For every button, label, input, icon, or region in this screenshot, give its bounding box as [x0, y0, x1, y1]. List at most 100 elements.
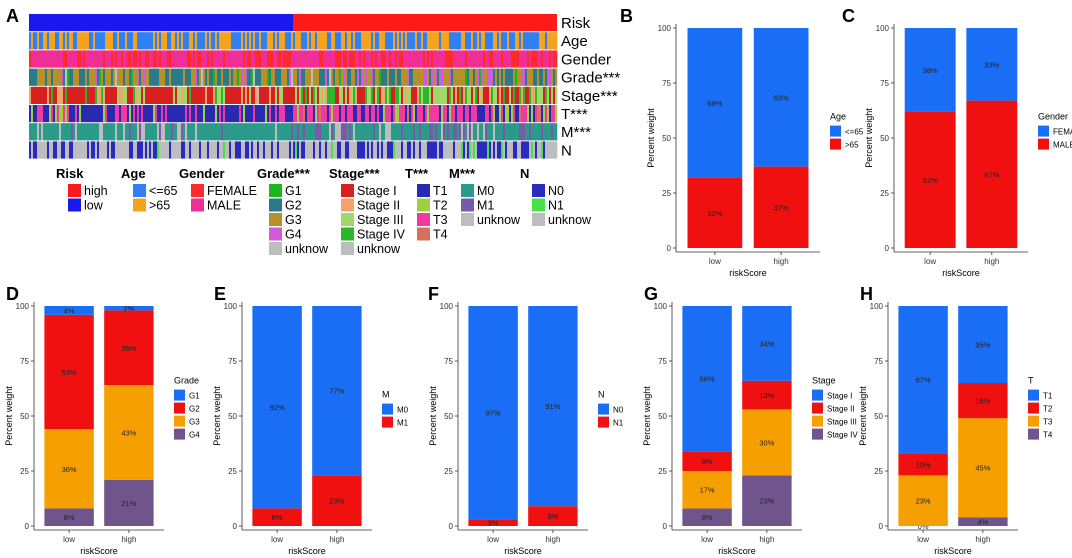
bar-data-label: 23% — [916, 497, 931, 506]
heatmap-cell — [137, 105, 140, 123]
heatmap-cell — [33, 68, 36, 86]
heatmap-cell — [135, 68, 138, 86]
heatmap-cell — [239, 68, 242, 86]
heatmap-cell — [229, 141, 232, 159]
heatmap-cell — [215, 105, 218, 123]
heatmap-cell — [217, 86, 220, 104]
heatmap-cell — [275, 32, 278, 50]
heatmap-cell — [209, 123, 212, 141]
heatmap-cell — [367, 123, 370, 141]
heatmap-cell — [265, 68, 268, 86]
heatmap-cell — [423, 86, 426, 104]
heatmap-cell — [415, 105, 418, 123]
heatmap-cell — [147, 123, 150, 141]
x-axis-label: riskScore — [288, 546, 326, 556]
heatmap-cell — [543, 32, 546, 50]
heatmap-cell — [475, 32, 478, 50]
bar-data-label: 17% — [700, 486, 715, 495]
legend-swatch — [532, 184, 545, 197]
heatmap-cell — [37, 50, 40, 68]
heatmap-cell — [425, 68, 428, 86]
legend-swatch — [269, 242, 282, 255]
heatmap-cell — [189, 141, 192, 159]
heatmap-cell — [183, 105, 186, 123]
heatmap-cell — [395, 123, 398, 141]
heatmap-cell — [29, 141, 32, 159]
heatmap-cell — [499, 32, 502, 50]
heatmap-cell — [489, 32, 492, 50]
heatmap-cell — [43, 105, 46, 123]
heatmap-cell — [301, 68, 304, 86]
heatmap-cell — [143, 68, 146, 86]
y-tick-label: 100 — [870, 302, 884, 311]
heatmap-cell — [255, 68, 258, 86]
heatmap-cell — [201, 105, 204, 123]
bar-data-label: 97% — [486, 409, 501, 418]
heatmap-cell — [289, 86, 292, 104]
heatmap-cell — [141, 68, 144, 86]
heatmap-cell — [465, 32, 468, 50]
heatmap-cell — [185, 105, 188, 123]
heatmap-row-label: Gender — [561, 51, 611, 68]
bar-segment — [687, 28, 743, 178]
heatmap-cell — [119, 123, 122, 141]
heatmap-cell — [411, 86, 414, 104]
heatmap-cell — [299, 105, 302, 123]
bar-data-label: 63% — [774, 93, 789, 102]
heatmap-cell — [513, 141, 516, 159]
heatmap-cell — [431, 141, 434, 159]
heatmap-cell — [69, 68, 72, 86]
heatmap-cell — [211, 141, 214, 159]
heatmap-cell — [275, 68, 278, 86]
heatmap-cell — [269, 50, 272, 68]
heatmap-cell — [403, 123, 406, 141]
legend-swatch — [269, 213, 282, 226]
chart-legend-swatch — [1028, 389, 1039, 401]
heatmap-cell — [75, 50, 78, 68]
heatmap-cell — [233, 105, 236, 123]
heatmap-cell — [139, 86, 142, 104]
heatmap-cell — [83, 105, 86, 123]
heatmap-cell — [57, 50, 60, 68]
heatmap-cell — [343, 86, 346, 104]
heatmap-cell — [231, 32, 234, 50]
heatmap-cell — [131, 50, 134, 68]
heatmap-cell — [37, 141, 40, 159]
heatmap-cell — [59, 86, 62, 104]
heatmap-cell — [229, 105, 232, 123]
heatmap-cell — [371, 86, 374, 104]
heatmap-cell — [529, 105, 532, 123]
heatmap-cell — [31, 50, 34, 68]
heatmap-cell — [181, 105, 184, 123]
heatmap-cell — [73, 141, 76, 159]
heatmap-cell — [35, 32, 38, 50]
heatmap-cell — [81, 50, 84, 68]
heatmap-cell — [127, 141, 130, 159]
heatmap-cell — [423, 50, 426, 68]
bar-segment — [753, 28, 809, 167]
heatmap-cell — [351, 68, 354, 86]
heatmap-cell — [397, 68, 400, 86]
heatmap-cell — [89, 32, 92, 50]
heatmap-cell — [99, 141, 102, 159]
heatmap-cell — [357, 50, 360, 68]
heatmap-cell — [113, 105, 116, 123]
heatmap-cell — [103, 105, 106, 123]
heatmap-cell — [473, 123, 476, 141]
heatmap-cell — [515, 123, 518, 141]
bar-data-label: 43% — [121, 429, 136, 438]
heatmap-cell — [289, 141, 292, 159]
heatmap-cell — [173, 68, 176, 86]
heatmap-cell — [31, 123, 34, 141]
heatmap-cell — [419, 105, 422, 123]
heatmap-cell — [283, 141, 286, 159]
heatmap-cell — [549, 68, 552, 86]
heatmap-cell — [379, 50, 382, 68]
heatmap-cell — [325, 86, 328, 104]
chart-legend-label: G3 — [189, 418, 200, 427]
heatmap-cell — [279, 123, 282, 141]
heatmap-cell — [453, 105, 456, 123]
heatmap-cell — [69, 86, 72, 104]
heatmap-cell — [367, 32, 370, 50]
